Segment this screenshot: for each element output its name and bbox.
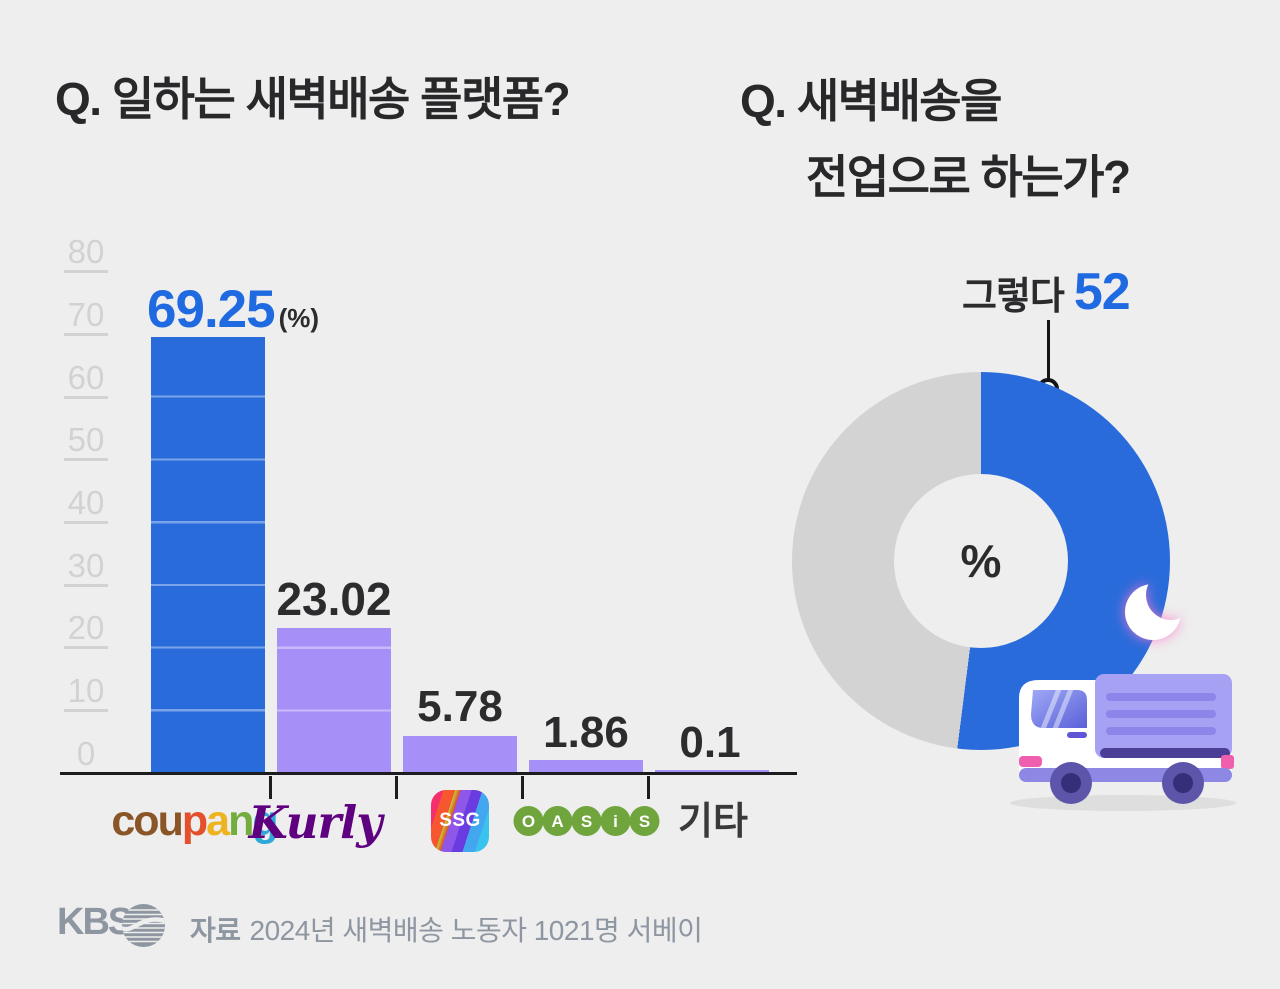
oasis-letter-circle: i (600, 806, 631, 836)
oasis-letter-circle: A (542, 806, 573, 836)
source-prefix: 자료 (190, 915, 241, 946)
oasis-logo: O A S i S (513, 806, 660, 836)
value-label-etc: 0.1 (679, 718, 741, 767)
etc-category-label: 기타 (678, 801, 748, 843)
source-body: 2024년 새벽배송 노동자 1021명 서베이 (249, 915, 703, 946)
value-label-oasis: 1.86 (543, 708, 629, 757)
coupang-letter: p (181, 797, 208, 845)
y-axis-label-0: 0 (76, 735, 96, 772)
bar-etc (655, 770, 769, 772)
bar-oasis (529, 760, 643, 772)
y-axis-label-60: 60 (64, 356, 108, 399)
y-axis-label-10: 10 (64, 669, 108, 712)
truck-wheels (1050, 762, 1204, 804)
oasis-letter-circle: O (513, 806, 544, 836)
x-axis-line (60, 772, 797, 775)
coupang-letter: u (157, 797, 184, 845)
truck-windshield (1031, 690, 1087, 728)
ssg-logo: SSG (431, 790, 489, 852)
x-axis-tick-3 (521, 776, 524, 799)
donut-callout: 그렇다 52 (962, 262, 1131, 322)
truck-icon (1010, 674, 1236, 811)
left-chart-title: Q. 일하는 새벽배송 플랫폼? (55, 73, 571, 125)
bar-kurly (277, 628, 391, 772)
source-text: 자료 2024년 새벽배송 노동자 1021명 서베이 (190, 914, 703, 948)
callout-label: 그렇다 (962, 276, 1065, 318)
coupang-logo: coupang (111, 797, 278, 845)
coupang-letter: c (111, 797, 135, 845)
value-coupang: 69.25 (147, 280, 276, 339)
kbs-globe-icon (122, 904, 165, 947)
y-axis-label-80: 80 (64, 230, 108, 273)
oasis-letter-circle: S (571, 806, 602, 836)
y-axis-label-40: 40 (64, 481, 108, 524)
bar-ssg (403, 736, 517, 772)
value-label-kurly: 23.02 (276, 573, 392, 625)
y-axis-label-50: 50 (64, 418, 108, 461)
value-label-ssg: 5.78 (417, 682, 503, 731)
x-axis-tick-4 (647, 776, 650, 799)
y-axis-label-30: 30 (64, 544, 108, 587)
oasis-letter-circle: S (629, 806, 660, 836)
kurly-logo: Kurly (248, 796, 383, 849)
donut-center-percent-symbol: % (960, 535, 1002, 587)
coupang-letter: a (206, 797, 230, 845)
percent-unit-label: (%) (278, 303, 320, 333)
x-axis-tick-1 (269, 776, 272, 799)
right-chart-title-line2: 전업으로 하는가? (806, 151, 1131, 203)
coupang-letter: n (228, 797, 254, 845)
bar-coupang (151, 337, 265, 772)
callout-line (1047, 320, 1050, 381)
coupang-letter: o (133, 797, 159, 845)
ssg-logo-text: SSG (439, 810, 481, 831)
kbs-logo-text: KBS (57, 901, 133, 943)
value-label-coupang: 69.25 (%) (147, 283, 319, 336)
coupang-letter: g (252, 797, 278, 845)
y-axis-label-20: 20 (64, 606, 108, 649)
x-axis-tick-2 (395, 776, 398, 799)
right-chart-title-line1: Q. 새벽배송을 (740, 75, 1002, 127)
moon-icon (1125, 584, 1181, 640)
callout-value: 52 (1073, 263, 1131, 321)
y-axis-label-70: 70 (64, 293, 108, 336)
donut-hole: % (894, 474, 1068, 648)
